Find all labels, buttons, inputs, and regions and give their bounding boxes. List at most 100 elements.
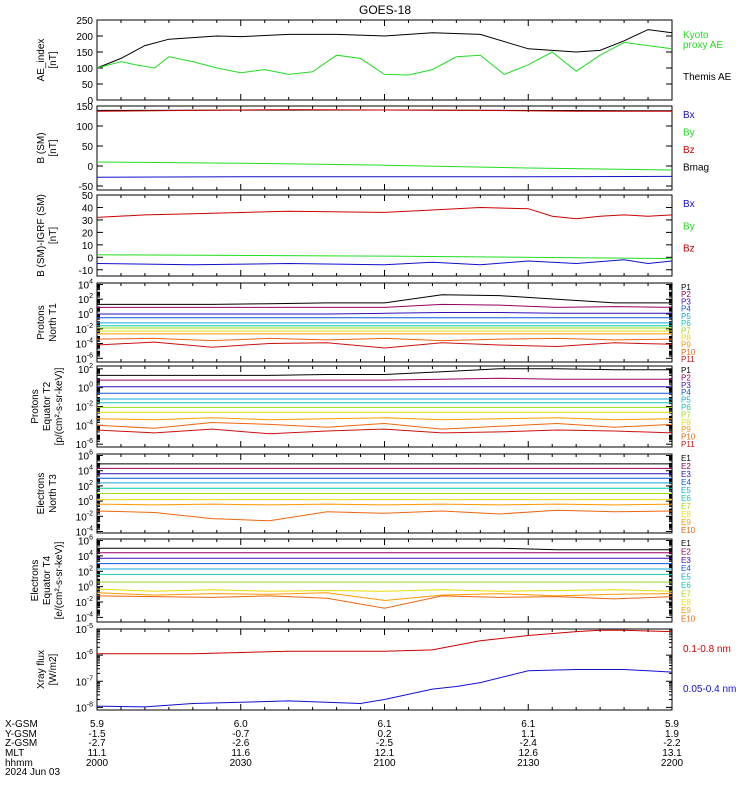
y-tick-label: -10 xyxy=(79,266,94,277)
y-tick-label: 50 xyxy=(82,191,94,202)
legend-item: E7 xyxy=(681,502,691,511)
y-tick-label: 10-4 xyxy=(76,419,93,432)
y-tick-label: 10-2 xyxy=(76,323,93,336)
series-line xyxy=(96,254,673,260)
y-tick-label: 20 xyxy=(82,228,94,239)
legend-item: 0.05-0.4 nm xyxy=(683,684,736,695)
channel-line xyxy=(96,503,673,506)
y-tick-label: 102 xyxy=(78,293,93,306)
y-axis-label: Equator T4 xyxy=(42,555,53,605)
legend-item: P1 xyxy=(681,366,691,375)
legend-item: E3 xyxy=(681,470,691,479)
legend-item: Kyoto xyxy=(683,30,709,41)
panel-2: -50 0 50 100 150 B (SM) [nT] Bx By Bz Bmag xyxy=(36,102,709,193)
legend-item: P2 xyxy=(681,373,691,382)
legend-item: P4 xyxy=(681,388,691,397)
legend-item: proxy AE xyxy=(683,40,723,51)
y-tick-label: 102 xyxy=(78,480,93,493)
y-tick-label: 10-2 xyxy=(76,510,93,523)
y-tick-label: 102 xyxy=(78,363,93,376)
y-tick-label: 100 xyxy=(78,581,93,594)
footer-row-label: Z-GSM xyxy=(5,738,37,749)
channel-line xyxy=(97,312,672,315)
footer-value: 6.1 xyxy=(521,719,535,730)
legend-item: E8 xyxy=(681,598,691,607)
channel-line xyxy=(97,368,672,376)
footer-value: 1.9 xyxy=(665,729,679,740)
footer-row-label: 2024 Jun 03 xyxy=(5,767,60,778)
legend-item: P5 xyxy=(681,312,691,321)
series-line xyxy=(96,259,673,266)
channel-line xyxy=(96,428,673,435)
footer-value: 0.2 xyxy=(378,729,392,740)
channel-line xyxy=(97,547,672,551)
footer-value: 12.6 xyxy=(519,748,539,759)
y-axis-label: North T3 xyxy=(48,474,59,513)
legend-item: P9 xyxy=(681,341,691,350)
legend-item: P9 xyxy=(681,425,691,434)
y-tick-label: 106 xyxy=(78,535,93,548)
y-axis-label: B (SM) xyxy=(36,132,47,163)
y-tick-label: 150 xyxy=(76,48,93,59)
footer-value: -2.4 xyxy=(520,738,538,749)
y-axis-label: [nT] xyxy=(48,51,59,68)
footer-value: 6.1 xyxy=(378,719,392,730)
legend-item: Bx xyxy=(683,110,695,121)
legend-item: E9 xyxy=(681,606,691,615)
y-axis-label: [p/(cm²-s-sr-keV)] xyxy=(54,367,65,445)
channel-line xyxy=(96,588,673,592)
legend-item: P1 xyxy=(681,283,691,292)
y-tick-label: 10-8 xyxy=(76,701,93,714)
channel-line xyxy=(96,421,673,430)
y-tick-label: 102 xyxy=(78,565,93,578)
legend-item: P2 xyxy=(681,290,691,299)
y-tick-label: 30 xyxy=(82,216,94,227)
legend-item: E2 xyxy=(681,547,691,556)
legend-item: E4 xyxy=(681,478,691,487)
plot-frame xyxy=(96,365,673,448)
channel-line xyxy=(96,417,673,421)
y-axis-label: North T1 xyxy=(48,303,59,342)
y-tick-label: 10-6 xyxy=(76,649,93,662)
series-line xyxy=(96,29,673,69)
y-axis-label: [W/m2] xyxy=(48,653,59,685)
plot-frame xyxy=(96,538,673,623)
channel-line xyxy=(97,294,672,305)
y-axis-label: Electrons xyxy=(30,560,41,602)
legend-item: P5 xyxy=(681,396,691,405)
y-tick-label: 40 xyxy=(82,203,94,214)
footer-value: -1.5 xyxy=(88,729,106,740)
footer-row-label: hhmm xyxy=(5,758,33,769)
legend-item: P7 xyxy=(681,410,691,419)
legend-item: Bz xyxy=(683,145,695,156)
y-tick-label: 0 xyxy=(87,96,93,107)
y-tick-label: 104 xyxy=(78,550,93,563)
legend-item: P8 xyxy=(681,333,691,342)
legend-item: Themis AE xyxy=(683,72,732,83)
y-axis-label: Protons xyxy=(36,305,47,339)
y-tick-label: 10-7 xyxy=(76,675,93,688)
series-line xyxy=(96,41,673,76)
series-line xyxy=(96,109,672,112)
footer-value: 2130 xyxy=(517,758,540,769)
y-axis-label: Protons xyxy=(30,389,41,423)
footer-row-label: MLT xyxy=(5,748,24,759)
y-tick-label: 104 xyxy=(78,278,93,291)
legend-item: P11 xyxy=(681,355,695,364)
footer-row-label: X-GSM xyxy=(5,719,38,730)
legend-item: E1 xyxy=(681,539,691,548)
y-tick-label: 10-4 xyxy=(76,338,93,351)
y-tick-label: 100 xyxy=(78,495,93,508)
footer-value: 2200 xyxy=(661,758,684,769)
footer-value: 6.0 xyxy=(234,719,248,730)
y-axis-label: [nT] xyxy=(48,227,59,244)
legend-item: E5 xyxy=(681,573,691,582)
legend-item: E10 xyxy=(681,526,696,535)
series-line xyxy=(96,206,673,220)
channel-line xyxy=(96,337,673,342)
y-tick-label: 50 xyxy=(82,142,94,153)
